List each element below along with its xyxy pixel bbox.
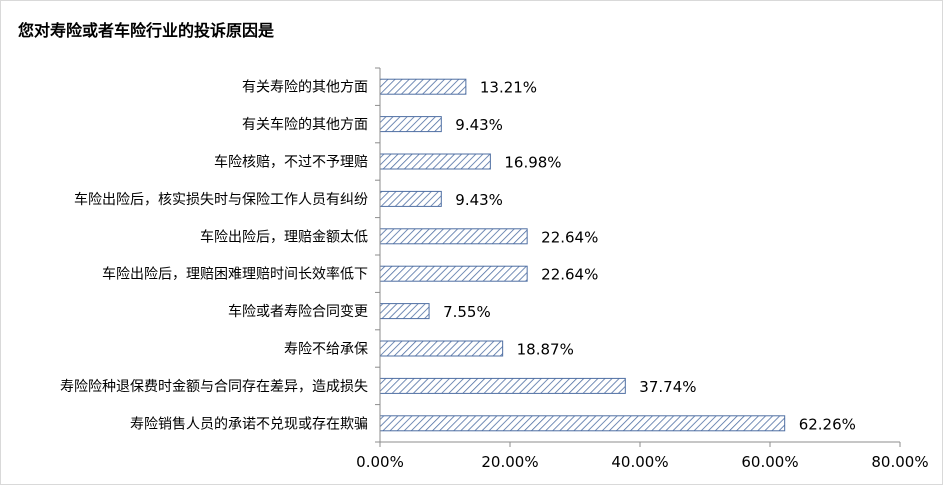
data-label: 7.55%	[443, 303, 491, 321]
bar	[379, 377, 626, 394]
category-label: 寿险销售人员的承诺不兑现或存在欺骗	[130, 415, 368, 432]
category-label: 车险出险后，理赔金额太低	[200, 228, 368, 245]
category-label: 有关车险的其他方面	[242, 116, 368, 133]
bar	[379, 153, 491, 170]
category-label: 车险出险后，理赔困难理赔时间长效率低下	[102, 266, 368, 283]
category-label: 车险或者寿险合同变更	[228, 303, 368, 320]
plot-area: 有关寿险的其他方面 13.21% 有关车险的其他方面 9.43% 车险核赔，不过不予理赔…	[60, 67, 929, 471]
data-label: 16.98%	[504, 154, 561, 172]
bar	[379, 340, 504, 357]
x-tick-label: 80.00%	[871, 453, 928, 471]
data-label: 9.43%	[455, 191, 503, 209]
data-label: 18.87%	[517, 341, 574, 359]
x-tick-label: 0.00%	[356, 453, 404, 471]
bar	[379, 116, 442, 133]
x-tick-label: 60.00%	[741, 453, 798, 471]
category-label: 车险核赔，不过不予理赔	[214, 154, 368, 171]
category-label: 寿险不给承保	[284, 341, 368, 358]
bar	[379, 415, 786, 432]
data-label: 9.43%	[455, 116, 503, 134]
data-label: 13.21%	[480, 79, 537, 97]
x-tick-label: 40.00%	[611, 453, 668, 471]
data-label: 22.64%	[541, 266, 598, 284]
data-label: 22.64%	[541, 228, 598, 246]
data-label: 37.74%	[639, 378, 696, 396]
bar	[379, 303, 430, 320]
bar	[379, 228, 528, 245]
bar	[379, 265, 528, 282]
bar	[379, 78, 467, 95]
x-tick-label: 20.00%	[481, 453, 538, 471]
category-label: 寿险险种退保费时金额与合同存在差异，造成损失	[60, 378, 368, 395]
category-label: 车险出险后，核实损失时与保险工作人员有纠纷	[74, 191, 368, 208]
chart-title: 您对寿险或者车险行业的投诉原因是	[18, 21, 274, 40]
category-label: 有关寿险的其他方面	[242, 79, 368, 96]
data-label: 62.26%	[799, 415, 856, 433]
bar	[379, 190, 442, 207]
